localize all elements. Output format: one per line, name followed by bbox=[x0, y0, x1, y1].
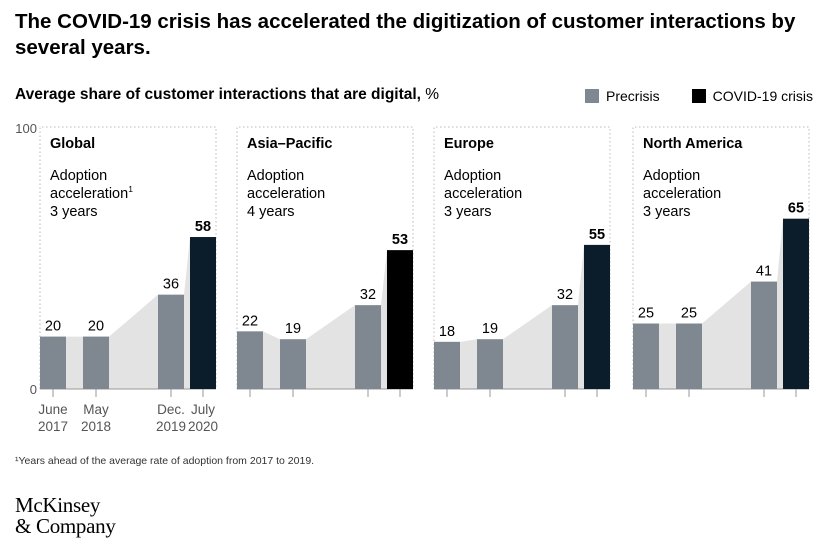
legend: Precrisis COVID-19 crisis bbox=[585, 88, 813, 104]
panel-0-adoption-line-1: acceleration1 bbox=[50, 184, 133, 202]
panel-2-bar-2 bbox=[552, 305, 578, 389]
panel-1-bar-1 bbox=[280, 339, 306, 389]
x-tick-label-1-1: 2018 bbox=[81, 419, 111, 434]
panel-2-adoption-line-1: acceleration bbox=[444, 186, 522, 202]
panel-1-value-label-1: 19 bbox=[285, 321, 301, 337]
panel-3-bar-1 bbox=[676, 323, 702, 389]
logo-line-2: & Company bbox=[15, 514, 116, 538]
panel-2-trend-area bbox=[434, 244, 610, 389]
panel-1-value-label-3: 53 bbox=[392, 232, 408, 248]
panel-3-bar-3 bbox=[783, 218, 809, 389]
panel-1-adoption-line-0: Adoption bbox=[247, 168, 304, 184]
panel-1-value-label-0: 22 bbox=[242, 313, 258, 329]
x-tick-label-1-0: May bbox=[83, 402, 109, 417]
chart-title: The COVID-19 crisis has accelerated the … bbox=[15, 10, 796, 59]
x-tick-label-0-0: June bbox=[38, 402, 67, 417]
mckinsey-logo: McKinsey & Company bbox=[15, 495, 116, 537]
subtitle-main: Average share of customer interactions t… bbox=[15, 86, 421, 103]
panel-2-region-title: Europe bbox=[444, 136, 494, 152]
chart-subtitle: Average share of customer interactions t… bbox=[15, 86, 439, 104]
panel-0-bar-0 bbox=[40, 336, 66, 389]
panel-3-trend-area bbox=[633, 218, 809, 389]
panel-3-adoption-line-2: 3 years bbox=[643, 204, 691, 220]
panel-0-adoption-line-0: Adoption bbox=[50, 168, 107, 184]
panel-0-region-title: Global bbox=[50, 136, 95, 152]
y-axis-label-top: 100 bbox=[15, 121, 37, 136]
logo-line-1: McKinsey bbox=[15, 493, 101, 517]
panel-3-value-label-1: 25 bbox=[681, 306, 697, 322]
panel-3-value-label-3: 65 bbox=[788, 201, 804, 217]
panel-0-value-label-0: 20 bbox=[45, 319, 61, 335]
panel-1-adoption-line-1: acceleration bbox=[247, 186, 325, 202]
panel-1-value-label-2: 32 bbox=[360, 287, 376, 303]
x-tick-label-2-1: 2019 bbox=[156, 419, 186, 434]
legend-swatch-covid bbox=[691, 89, 706, 103]
panel-0-value-label-3: 58 bbox=[195, 219, 211, 235]
panel-2-value-label-1: 19 bbox=[482, 321, 498, 337]
legend-label-precrisis: Precrisis bbox=[606, 88, 660, 104]
x-tick-label-2-0: Dec. bbox=[157, 402, 185, 417]
legend-item-precrisis: Precrisis bbox=[585, 88, 660, 104]
subtitle-unit: % bbox=[421, 86, 440, 103]
panel-3-value-label-0: 25 bbox=[638, 306, 654, 322]
panel-1-bar-2 bbox=[355, 305, 381, 389]
panel-0-bar-3 bbox=[190, 237, 216, 389]
panel-3-adoption-line-0: Adoption bbox=[643, 168, 700, 184]
panel-1-trend-area bbox=[237, 250, 413, 389]
legend-swatch-precrisis bbox=[585, 89, 599, 103]
legend-item-covid: COVID-19 crisis bbox=[691, 88, 814, 104]
panel-1-region-title: Asia–Pacific bbox=[247, 136, 332, 152]
panel-3-bar-0 bbox=[633, 323, 659, 389]
panel-2-adoption-line-2: 3 years bbox=[444, 204, 492, 220]
panel-2-adoption-line-0: Adoption bbox=[444, 168, 501, 184]
panel-0-trend-area bbox=[40, 237, 216, 389]
x-tick-label-3-1: 2020 bbox=[188, 419, 218, 434]
panel-3-region-title: North America bbox=[643, 136, 743, 152]
panel-0-bar-1 bbox=[83, 336, 109, 389]
panel-2-bar-3 bbox=[584, 244, 610, 389]
panel-0-bar-2 bbox=[158, 294, 184, 389]
panel-0-value-label-1: 20 bbox=[88, 319, 104, 335]
panel-2-value-label-2: 32 bbox=[557, 287, 573, 303]
panel-1-bar-0 bbox=[237, 331, 263, 389]
legend-label-covid: COVID-19 crisis bbox=[712, 88, 814, 104]
panel-0-footnote-marker: 1 bbox=[128, 184, 133, 194]
panel-2-value-label-0: 18 bbox=[439, 324, 455, 340]
x-tick-label-0-1: 2017 bbox=[38, 419, 68, 434]
panel-0-adoption-line-2: 3 years bbox=[50, 204, 98, 220]
x-tick-label-3-0: July bbox=[191, 402, 215, 417]
footnote: ¹Years ahead of the average rate of adop… bbox=[15, 455, 315, 467]
panel-3-value-label-2: 41 bbox=[756, 264, 772, 280]
panel-1-adoption-line-2: 4 years bbox=[247, 204, 295, 220]
panel-2-value-label-3: 55 bbox=[589, 227, 605, 243]
panel-2-bar-0 bbox=[434, 341, 460, 389]
panel-3-adoption-line-1: acceleration bbox=[643, 186, 721, 202]
y-axis-label-bottom: 0 bbox=[30, 382, 37, 397]
panel-2-bar-1 bbox=[477, 339, 503, 389]
panel-1-bar-3 bbox=[387, 250, 413, 389]
panel-0-value-label-2: 36 bbox=[163, 277, 179, 293]
panel-3-bar-2 bbox=[751, 281, 777, 389]
